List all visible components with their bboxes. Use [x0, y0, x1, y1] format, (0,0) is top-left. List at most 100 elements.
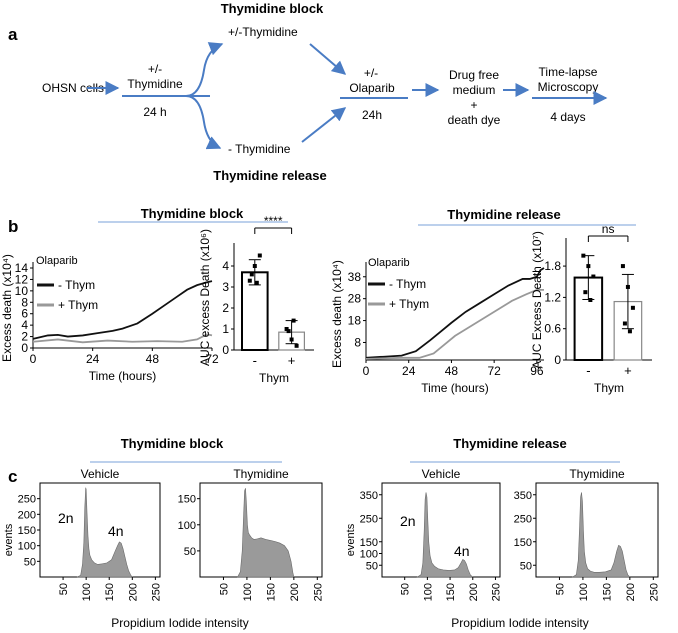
histogram-title: Vehicle: [422, 467, 461, 481]
c4-chart: Thymidine 50 100 150 200 250 50 150 250 350: [514, 467, 661, 601]
tl-time: 4 days: [550, 110, 585, 124]
x-tick-label: 150: [601, 583, 613, 601]
y-tick-label: 0.6: [544, 322, 561, 336]
histogram-title: Thymidine: [569, 467, 625, 481]
data-point: [247, 278, 252, 283]
y-tick-label: 150: [514, 537, 532, 549]
panel-c-release-title: Thymidine release: [453, 436, 566, 451]
x-axis-label: Thym: [594, 381, 624, 395]
x-tick-label: 200: [468, 583, 480, 601]
treat-time: 24 h: [143, 105, 166, 119]
x-tick-label: 50: [218, 583, 230, 595]
category-label: +: [288, 353, 296, 368]
y-tick-label: 150: [178, 494, 196, 506]
data-point: [257, 253, 262, 258]
data-point: [254, 280, 259, 285]
data-point: [249, 272, 254, 277]
legend-label: - Thym: [389, 277, 426, 291]
panel-a: a Thymidine block Thymidine release OHSN…: [8, 1, 608, 183]
y-tick-label: 350: [514, 490, 532, 502]
branch-top: +/-Thymidine: [228, 25, 298, 39]
histogram-area: [237, 488, 295, 578]
y-axis-label: Excess death (x10⁴): [0, 254, 14, 362]
b3-chart: 0 24 48 72 96 8 18 28 38 Time (hours) Excess death…: [330, 257, 545, 395]
treat-line2: Thymidine: [127, 77, 183, 91]
arrow-down: [185, 95, 222, 150]
b2-chart: 0 1 2 3 4 - + Thym AUC excess Death (x10⁶) ****: [198, 214, 314, 385]
significance-label: ns: [602, 222, 615, 236]
b4-chart: 0 0.6 1.2 1.8 - +Thym AUC Excess Death (x10⁷) n…: [530, 222, 652, 395]
y-axis-label: AUC Excess Death (x10⁷): [530, 231, 544, 369]
x-tick-label: 100: [81, 583, 93, 601]
data-point: [591, 274, 596, 279]
x-tick-label: 100: [578, 583, 590, 601]
annotation-2n: 2n: [400, 513, 416, 529]
x-tick-label: 50: [554, 583, 566, 595]
x-tick-label: 150: [445, 583, 457, 601]
y-tick-label: 8: [354, 335, 361, 349]
data-point: [291, 318, 296, 323]
y-tick-label: 18: [348, 314, 362, 328]
tl-line1: Time-lapse: [539, 65, 598, 79]
plot-frame: [535, 482, 659, 578]
histogram-area: [571, 492, 631, 578]
panel-b-block-title: Thymidine block: [141, 206, 244, 221]
ola-line1: +/-: [364, 66, 378, 80]
data-point: [586, 264, 591, 269]
y-tick-label: 350: [360, 490, 378, 502]
treat-line1: +/-: [148, 62, 162, 76]
ohsn-cells-label: OHSN cells: [42, 81, 104, 95]
annotation-2n: 2n: [58, 510, 74, 526]
x-tick-label: 0: [363, 364, 370, 378]
x-tick-label: 150: [104, 583, 116, 601]
branch-bottom: - Thymidine: [228, 142, 291, 156]
drug-line4: death dye: [448, 113, 501, 127]
data-point: [630, 305, 635, 310]
y-tick-label: 0: [554, 353, 561, 367]
plot-frame: [381, 482, 501, 578]
x-tick-label: 48: [146, 352, 160, 366]
x-axis-label: Time (hours): [421, 381, 489, 395]
plot-frame: [39, 482, 161, 578]
y-tick-label: 4: [21, 318, 28, 332]
y-tick-label: 14: [15, 261, 29, 275]
panel-c-label: c: [8, 467, 17, 486]
data-point: [294, 343, 299, 348]
category-label: -: [586, 363, 590, 378]
panel-b: b Thymidine block Thymidine release 0 2 4 4…: [0, 206, 652, 395]
x-tick-label: 72: [487, 364, 501, 378]
y-tick-label: 100: [360, 549, 378, 561]
y-tick-label: 250: [360, 513, 378, 525]
legend-label: + Thym: [58, 298, 98, 312]
c1-chart: Vehicle 50 100 150 200 250 50 100 150 200 250 event…: [3, 467, 249, 630]
y-tick-label: 150: [360, 537, 378, 549]
drug-line2: medium: [453, 83, 496, 97]
drug-line3: +: [470, 98, 477, 112]
chart-subtitle: Olaparib: [36, 255, 78, 267]
data-point: [252, 264, 257, 268]
data-point: [583, 290, 588, 295]
data-point: [622, 321, 627, 326]
y-tick-label: 150: [18, 525, 36, 537]
y-tick-label: 38: [348, 270, 362, 284]
y-tick-label: 6: [21, 307, 28, 321]
y-tick-label: 4: [222, 259, 229, 273]
data-point: [627, 329, 632, 334]
panel-c: c Thymidine block Thymidine release Vehi…: [3, 436, 660, 630]
panel-b-release-title: Thymidine release: [447, 207, 560, 222]
chart-subtitle: Olaparib: [368, 257, 410, 269]
panel-b-label: b: [8, 217, 18, 236]
histogram-area: [416, 492, 474, 578]
y-tick-label: 2: [222, 301, 229, 315]
y-tick-label: 200: [18, 509, 36, 521]
x-axis-label: Time (hours): [89, 369, 157, 383]
y-tick-label: 50: [366, 560, 378, 572]
x-tick-label: 150: [265, 583, 277, 601]
x-tick-label: 250: [648, 583, 660, 601]
x-tick-label: 250: [150, 583, 162, 601]
y-tick-label: 50: [520, 560, 532, 572]
y-tick-label: 1: [222, 322, 229, 336]
